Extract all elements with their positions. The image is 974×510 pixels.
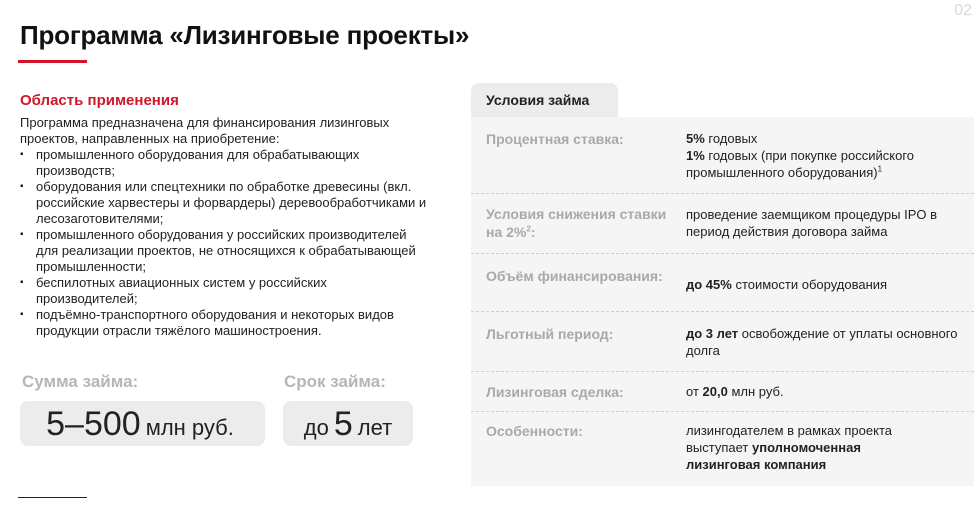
row-grace-period: Льготный период: до 3 лет освобождение о… (471, 311, 974, 372)
list-item: беспилотных авиационных систем у российс… (20, 275, 430, 307)
page-title: Программа «Лизинговые проекты» (20, 20, 470, 50)
loan-amount-value: 5–500 (46, 405, 141, 443)
row-label: Объём финансирования: (486, 268, 663, 284)
loan-term-label: Срок займа: (284, 372, 386, 391)
area-list: промышленного оборудования для обрабатыв… (20, 147, 430, 339)
area-intro: Программа предназначена для финансирован… (20, 115, 390, 146)
row-label: Лизинговая сделка: (486, 384, 624, 400)
page-number: 02 (954, 2, 972, 19)
loan-amount-label: Сумма займа: (22, 372, 139, 391)
row-value: до 45% стоимости оборудования (686, 277, 888, 292)
row-value: проведение заемщиком процедуры IPO в пер… (686, 207, 938, 239)
row-interest-rate: Процентная ставка: 5% годовых 1% годовых… (471, 117, 974, 193)
list-item: подъёмно-транспортного оборудования и не… (20, 307, 430, 339)
row-value: лизингодателем в рамках проекта выступае… (686, 423, 892, 472)
loan-term-prefix: до (303, 415, 329, 440)
loan-amount-box: 5–500 млн руб. (20, 401, 265, 446)
row-leasing-deal: Лизинговая сделка: от 20,0 млн руб. (471, 371, 974, 412)
row-label: Льготный период: (486, 326, 614, 342)
list-item: оборудования или спецтехники по обработк… (20, 179, 430, 227)
loan-term-value: 5 (333, 405, 353, 443)
area-heading: Область применения (20, 92, 179, 109)
row-label: Процентная ставка: (486, 131, 624, 147)
conditions-table: Процентная ставка: 5% годовых 1% годовых… (471, 117, 974, 486)
row-value: 5% годовых 1% годовых (при покупке росси… (686, 131, 915, 180)
row-rate-reduction: Условия снижения ставки на 2%2: проведен… (471, 193, 974, 254)
tab-loan-conditions: Условия займа (471, 83, 618, 117)
row-value: от 20,0 млн руб. (686, 384, 784, 399)
title-underline (18, 60, 87, 63)
list-item: промышленного оборудования для обрабатыв… (20, 147, 430, 179)
row-financing-volume: Объём финансирования: до 45% стоимости о… (471, 253, 974, 312)
loan-amount-unit: млн руб. (145, 415, 234, 440)
footnote-divider (18, 497, 87, 498)
row-label: Особенности: (486, 423, 583, 439)
row-label: Условия снижения ставки на 2%2: (486, 206, 667, 240)
row-value: до 3 лет освобождение от уплаты основног… (686, 326, 958, 358)
list-item: промышленного оборудования у российских … (20, 227, 430, 275)
loan-term-unit: лет (357, 415, 393, 440)
row-features: Особенности: лизингодателем в рамках про… (471, 411, 974, 487)
loan-term-box: до 5 лет (283, 401, 413, 446)
